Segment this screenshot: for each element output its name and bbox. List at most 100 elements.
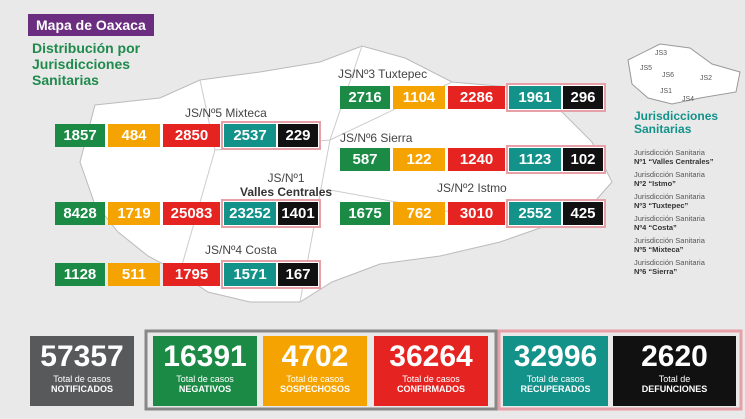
value-box: 2286 [448,86,505,109]
region-label: JS/Nº4 Costa [205,243,277,257]
legend-line: Nº3 “Tuxtepec” [634,201,689,210]
legend-line: Jurisdicción Sanitaria [634,236,705,245]
region-label: JS/Nº6 Sierra [340,131,412,145]
value-box: 1128 [55,263,105,286]
region-label: JS/Nº1 Valles Centrales [240,171,332,199]
region-label-line: JS/Nº3 Tuxtepec [338,67,428,81]
legend-line: Jurisdicción Sanitaria [634,148,705,157]
total-box: 57357 Total de casos NOTIFICADOS [30,336,134,406]
value-box: 1104 [393,86,445,109]
total-box: 16391 Total de casos NEGATIVOS [153,336,257,406]
legend-line: Nº2 “Istmo” [634,179,676,188]
value-box: 1857 [55,124,105,147]
value-box: 1401 [278,202,318,225]
legend-title: Jurisdicciones Sanitarias [634,110,718,136]
region-label-line: JS/Nº6 Sierra [340,131,413,145]
legend-line: Nº5 “Mixteca” [634,245,684,254]
value-box: 1240 [448,148,505,171]
legend-line: Jurisdicción Sanitaria [634,214,705,223]
legend-item: Jurisdicción Sanitaria Nº4 “Costa” [634,214,705,232]
minimap-label: JS6 [662,72,675,79]
total-label: Total de casos [526,374,585,384]
legend-line: Jurisdicción Sanitaria [634,192,705,201]
value-box: 229 [278,124,318,147]
badge: Mapa de Oaxaca [28,14,154,36]
value-box: 2850 [163,124,220,147]
region-label-line: JS/Nº5 Mixteca [185,106,267,120]
value-box: 1571 [224,263,276,286]
value-box: 1123 [509,148,561,171]
title-line: Distribución por [32,40,141,56]
value-box: 1795 [163,263,220,286]
value-box: 587 [340,148,390,171]
total-box: 4702 Total de casos SOSPECHOSOS [263,336,367,406]
value-box: 1961 [509,86,561,109]
value-box: 762 [393,202,445,225]
total-value: 2620 [641,340,708,373]
value-box: 122 [393,148,445,171]
region-label: JS/Nº3 Tuxtepec [338,67,427,81]
value-box: 484 [108,124,160,147]
total-box: 2620 Total de DEFUNCIONES [613,336,736,406]
region-label: JS/Nº2 Istmo [437,181,507,195]
value-box: 102 [563,148,603,171]
legend-title-line: Sanitarias [634,122,692,136]
total-label: SOSPECHOSOS [279,384,351,394]
outcome-group-frame [497,329,743,411]
total-label: DEFUNCIONES [641,384,708,394]
total-value: 36264 [389,340,473,373]
value-box: 2552 [509,202,561,225]
legend-line: Nº1 “Valles Centrales” [634,157,714,166]
legend-line: Nº6 “Sierra” [634,267,678,276]
minimap-label: JS2 [700,75,713,82]
region-label-line: JS/Nº1 [267,171,305,185]
total-value: 16391 [163,340,247,373]
legend-item: Jurisdicción Sanitaria Nº1 “Valles Centra… [634,148,713,166]
value-box: 8428 [55,202,105,225]
total-label: NOTIFICADOS [51,384,113,394]
value-box: 2537 [224,124,276,147]
legend-line: Jurisdicción Sanitaria [634,170,705,179]
legend-item: Jurisdicción Sanitaria Nº6 “Sierra” [634,258,705,276]
total-label: Total de casos [286,374,344,384]
minimap-label: JS4 [682,96,695,103]
minimap [627,43,741,105]
total-box: 36264 Total de casos CONFIRMADOS [374,336,488,406]
total-label: Total de casos [53,374,111,384]
value-box: 511 [108,263,160,286]
total-box: 32996 Total de casos RECUPERADOS [503,336,608,406]
minimap-label: JS5 [640,65,653,72]
value-box: 1675 [340,202,390,225]
region-label-line: JS/Nº4 Costa [205,243,277,257]
total-label: CONFIRMADOS [397,384,465,394]
title: Distribución por Jurisdicciones Sanitarias [32,40,140,88]
value-box: 296 [563,86,603,109]
value-box: 1719 [108,202,160,225]
region-label-line: JS/Nº2 Istmo [437,181,507,195]
title-line: Sanitarias [32,72,99,88]
legend-item: Jurisdicción Sanitaria Nº3 “Tuxtepec” [634,192,705,210]
region-label: JS/Nº5 Mixteca [185,106,267,120]
value-box: 167 [278,263,318,286]
legend-line: Nº4 “Costa” [634,223,677,232]
total-value: 4702 [281,340,349,373]
total-label: Total de casos [402,374,460,384]
total-label: Total de casos [176,374,234,384]
value-box: 3010 [448,202,505,225]
region-label-line: Valles Centrales [240,185,333,199]
legend-line: Jurisdicción Sanitaria [634,258,705,267]
legend-item: Jurisdicción Sanitaria Nº5 “Mixteca” [634,236,705,254]
legend-title-line: Jurisdicciones [634,109,719,123]
total-label: NEGATIVOS [178,384,232,394]
minimap-label: JS3 [655,50,668,57]
value-box: 425 [563,202,603,225]
minimap-label: JS1 [660,88,673,95]
value-box: 23252 [224,202,276,225]
value-box: 25083 [163,202,220,225]
total-label: RECUPERADOS [520,384,591,394]
total-value: 57357 [40,340,124,373]
lab-group-frame [144,329,498,411]
value-box: 2716 [340,86,390,109]
